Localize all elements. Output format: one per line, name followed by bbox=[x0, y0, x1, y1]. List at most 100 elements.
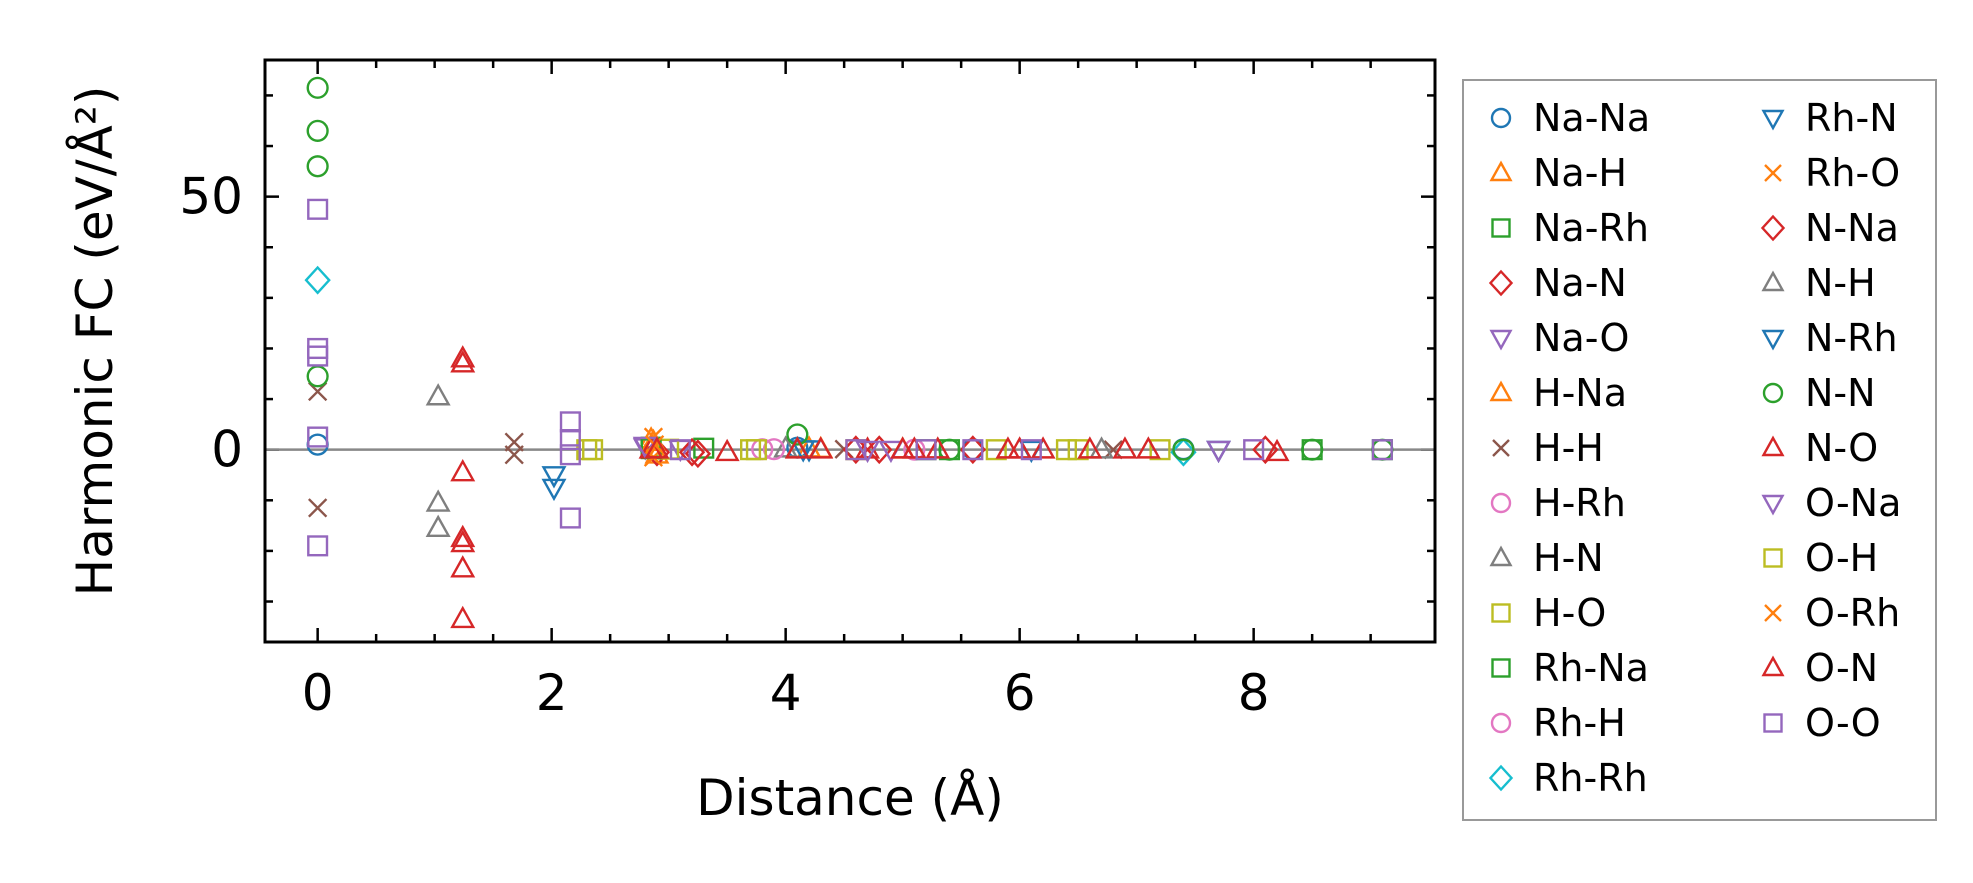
point-na-na bbox=[306, 433, 329, 456]
legend-marker bbox=[1490, 492, 1512, 514]
legend-label: N-H bbox=[1805, 261, 1876, 305]
legend-marker bbox=[1489, 160, 1513, 182]
legend-label: O-N bbox=[1805, 646, 1878, 690]
legend-item-na-o: Na-O bbox=[1489, 316, 1629, 360]
point-h-h bbox=[504, 445, 524, 465]
legend-item-n-h: N-H bbox=[1761, 261, 1876, 305]
point-n-n bbox=[1301, 438, 1324, 461]
x-tick-label: 4 bbox=[770, 664, 802, 722]
y-tick-label: 0 bbox=[211, 421, 243, 479]
point-o-o bbox=[1371, 439, 1393, 461]
point-n-o bbox=[1264, 438, 1290, 462]
point-rh-rh bbox=[1170, 437, 1197, 467]
point-n-o bbox=[1112, 436, 1138, 459]
point-o-o bbox=[307, 535, 329, 557]
point-n-o bbox=[450, 605, 476, 629]
point-n-o bbox=[784, 436, 810, 459]
legend-marker bbox=[1489, 380, 1513, 402]
point-h-n bbox=[773, 435, 799, 458]
legend-item-n-o: N-O bbox=[1761, 426, 1878, 470]
point-n-o bbox=[1077, 436, 1103, 459]
point-n-n bbox=[306, 365, 329, 388]
point-h-h bbox=[1103, 440, 1123, 460]
point-n-o bbox=[450, 350, 476, 373]
legend-item-h-na: H-Na bbox=[1489, 371, 1627, 415]
point-h-n bbox=[425, 383, 451, 406]
legend-marker bbox=[1761, 494, 1785, 516]
legend-marker bbox=[1492, 439, 1510, 457]
legend-marker bbox=[1490, 107, 1512, 129]
point-na-rh bbox=[693, 437, 715, 459]
point-n-o bbox=[1135, 436, 1161, 459]
legend-marker bbox=[1764, 604, 1782, 622]
point-n-na bbox=[959, 435, 987, 465]
point-rh-n bbox=[541, 478, 567, 502]
point-o-o bbox=[845, 439, 867, 461]
point-n-n bbox=[306, 155, 329, 178]
point-na-h bbox=[796, 435, 822, 458]
x-tick-label: 8 bbox=[1238, 664, 1270, 722]
point-n-na bbox=[678, 437, 706, 467]
legend-label: Rh-H bbox=[1533, 701, 1626, 745]
legend-label: N-N bbox=[1805, 371, 1876, 415]
legend-label: O-Rh bbox=[1805, 591, 1900, 635]
point-n-o bbox=[808, 436, 834, 459]
point-o-o bbox=[1020, 439, 1042, 461]
legend-label: Rh-O bbox=[1805, 151, 1900, 195]
legend-marker bbox=[1762, 382, 1784, 404]
x-tick-label: 0 bbox=[302, 664, 334, 722]
point-o-n bbox=[901, 436, 927, 459]
legend-label: Na-N bbox=[1533, 261, 1627, 305]
x-tick-label: 6 bbox=[1004, 664, 1036, 722]
point-o-h bbox=[1055, 439, 1077, 461]
point-n-n bbox=[786, 423, 809, 446]
point-n-n bbox=[306, 76, 329, 99]
legend-item-h-rh: H-Rh bbox=[1490, 481, 1626, 525]
legend-marker bbox=[1763, 713, 1783, 733]
legend-marker bbox=[1489, 545, 1513, 567]
legend-marker bbox=[1489, 329, 1513, 351]
point-n-rh bbox=[1206, 440, 1232, 464]
legend-item-na-rh: Na-Rh bbox=[1491, 206, 1649, 250]
legend-marker bbox=[1761, 109, 1785, 131]
point-n-o bbox=[450, 555, 476, 578]
point-n-n bbox=[1172, 438, 1195, 461]
legend-label: H-N bbox=[1533, 536, 1604, 580]
point-h-h bbox=[308, 498, 328, 518]
legend: Na-Na Na-H Na-Rh Na-N Na-O H-Na H-H H-Rh H-N H-O R… bbox=[1462, 79, 1937, 821]
legend-item-rh-na: Rh-Na bbox=[1491, 646, 1649, 690]
plot-frame bbox=[263, 58, 1437, 644]
point-n-na bbox=[1252, 435, 1279, 465]
legend-item-h-h: H-H bbox=[1492, 426, 1604, 470]
point-o-na bbox=[1206, 440, 1232, 464]
legend-frame bbox=[1462, 79, 1937, 821]
point-o-o bbox=[307, 345, 329, 367]
ticks-layer: 0 2 4 6 8 0 50 bbox=[179, 60, 1435, 722]
point-o-n bbox=[1007, 436, 1033, 459]
legend-label: O-O bbox=[1805, 701, 1881, 745]
point-o-o bbox=[307, 337, 329, 360]
point-o-o bbox=[559, 411, 581, 433]
point-rh-h bbox=[762, 438, 786, 461]
point-rh-rh bbox=[304, 265, 331, 295]
x-tick-label: 2 bbox=[536, 664, 568, 722]
legend-marker bbox=[1488, 764, 1514, 792]
legend-item-na-h: Na-H bbox=[1489, 151, 1627, 195]
legend-item-h-n: H-N bbox=[1489, 536, 1604, 580]
point-rh-n bbox=[541, 466, 567, 489]
point-o-n bbox=[644, 436, 670, 459]
point-n-n bbox=[938, 438, 961, 461]
legend-label: Na-Rh bbox=[1533, 206, 1649, 250]
legend-label: Rh-Rh bbox=[1533, 756, 1648, 800]
legend-item-rh-h: Rh-H bbox=[1490, 701, 1626, 745]
point-n-o bbox=[450, 345, 476, 368]
point-o-h bbox=[582, 439, 604, 461]
legend-label: H-Rh bbox=[1533, 481, 1626, 525]
legend-label: H-Na bbox=[1533, 371, 1627, 415]
legend-label: Na-Na bbox=[1533, 96, 1650, 140]
point-o-o bbox=[962, 439, 984, 461]
point-o-o bbox=[915, 439, 937, 461]
legend-item-o-o: O-O bbox=[1763, 701, 1881, 745]
point-n-o bbox=[1030, 436, 1056, 459]
